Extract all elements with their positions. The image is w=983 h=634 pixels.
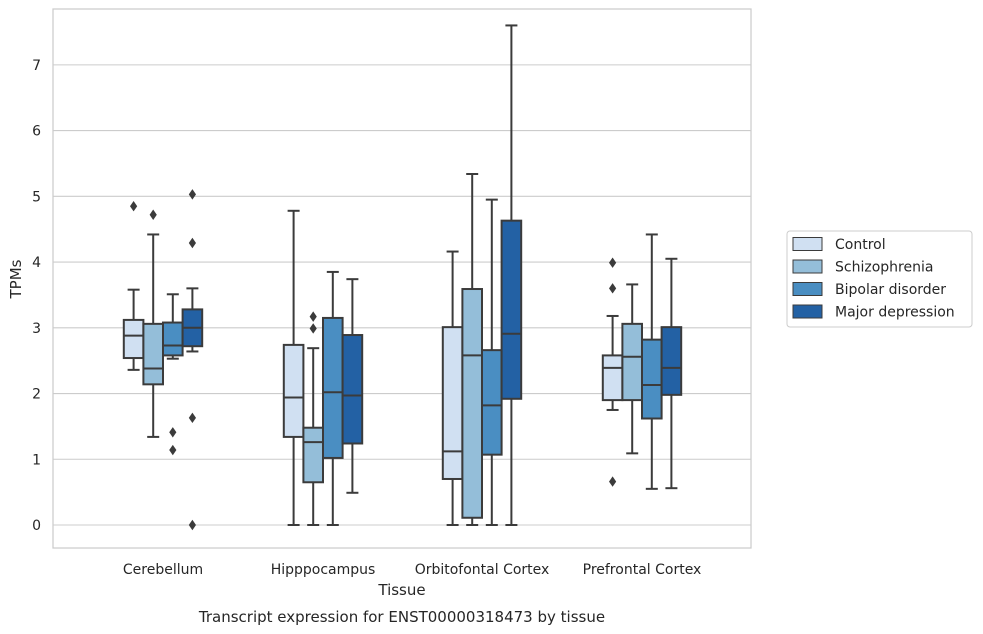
outlier-point: [169, 444, 177, 456]
box-body: [162, 321, 184, 357]
outlier-point: [309, 311, 317, 322]
legend-label: Schizophrenia: [835, 260, 933, 276]
outlier-point: [188, 519, 196, 531]
y-tick-label: 4: [32, 255, 41, 271]
box-group: [660, 257, 683, 490]
box-body: [302, 426, 324, 484]
legend-swatch: [792, 282, 823, 296]
outlier-point: [169, 427, 177, 438]
box-group: [621, 283, 644, 455]
box-group: [441, 250, 464, 526]
box-body: [660, 326, 683, 396]
chart-caption: Transcript expression for ENST0000031847…: [198, 608, 605, 626]
outlier-point: [188, 189, 196, 200]
x-tick-labels: Cerebellum Hipppocampus Orbitofontal Corte…: [123, 562, 701, 578]
box-group: [122, 200, 145, 371]
box-body: [641, 338, 663, 420]
box-group: [341, 278, 364, 494]
box-group: [601, 257, 624, 487]
outlier-point: [149, 209, 157, 220]
y-tick-label: 0: [32, 518, 41, 534]
x-axis-label: Tissue: [377, 581, 425, 599]
x-tick-label: Prefrontal Cortex: [583, 562, 702, 578]
box-body: [441, 326, 464, 480]
legend-swatch: [792, 259, 823, 274]
legend-label: Major depression: [835, 305, 955, 321]
plot-background: [53, 9, 751, 548]
y-tick-label: 3: [32, 321, 41, 337]
box-group: [500, 24, 523, 526]
outlier-point: [609, 257, 617, 268]
box-body: [341, 334, 364, 445]
box-body: [461, 288, 483, 519]
box-group: [481, 198, 503, 526]
box-group: [142, 209, 164, 438]
x-tick-label: Hipppocampus: [271, 562, 376, 578]
y-tick-label: 6: [32, 124, 41, 140]
legend-label: Control: [835, 237, 886, 253]
outlier-point: [188, 412, 196, 424]
y-tick-label: 1: [32, 452, 41, 468]
box-group: [181, 189, 204, 531]
legend-label: Bipolar disorder: [835, 282, 946, 298]
y-tick-label: 5: [32, 189, 41, 205]
box-body: [481, 349, 503, 456]
outlier-point: [609, 283, 617, 294]
box-body: [601, 354, 624, 402]
outlier-point: [309, 323, 317, 334]
box-body: [122, 318, 145, 360]
box-group: [162, 293, 184, 456]
box-body: [282, 343, 305, 438]
legend-swatch: [792, 304, 823, 319]
legend: Control Schizophrenia Bipolar disorder Majo…: [786, 230, 973, 328]
box-body: [142, 322, 164, 386]
y-tick-labels: 0 1 2 3 4 5 6 7: [32, 58, 41, 534]
y-tick-label: 7: [32, 58, 41, 74]
outlier-point: [130, 200, 138, 212]
box-body: [322, 316, 344, 459]
box-body: [500, 219, 523, 400]
y-axis-label: TPMs: [7, 259, 25, 299]
box-group: [282, 209, 305, 526]
box-group: [641, 233, 663, 490]
outlier-point: [188, 237, 196, 249]
x-tick-label: Orbitofontal Cortex: [415, 562, 550, 578]
box-group: [461, 172, 483, 526]
x-tick-label: Cerebellum: [123, 562, 203, 578]
legend-swatch: [792, 237, 823, 251]
boxes-layer: [122, 24, 683, 531]
legend-frame: [786, 230, 973, 328]
y-tick-label: 2: [32, 387, 41, 403]
box-body: [621, 322, 644, 402]
plot-frame: [52, 8, 752, 549]
outlier-point: [609, 476, 617, 487]
